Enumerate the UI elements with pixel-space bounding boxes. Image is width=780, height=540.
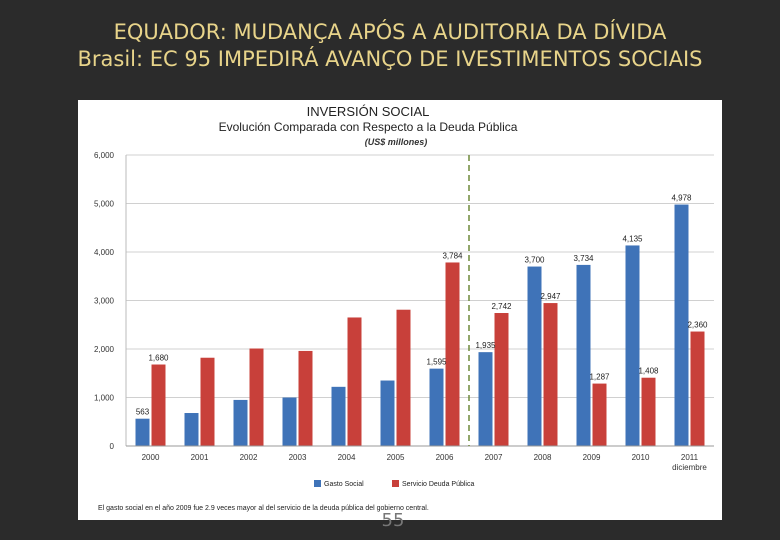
data-label: 1,680 [148, 354, 169, 363]
bar-gasto-social [429, 368, 444, 446]
bar-servicio-deuda [200, 357, 215, 446]
data-label: 2,742 [491, 302, 512, 311]
data-label: 2,947 [540, 292, 561, 301]
y-tick-label: 0 [110, 442, 115, 451]
x-tick-label: 2007 [485, 453, 503, 462]
y-tick-label: 2,000 [94, 345, 115, 354]
bar-servicio-deuda [543, 303, 558, 446]
data-label: 3,700 [524, 256, 545, 265]
bar-servicio-deuda [641, 377, 656, 446]
bar-gasto-social [527, 266, 542, 446]
x-tick-label: 2008 [534, 453, 552, 462]
x-tick-label: 2003 [289, 453, 307, 462]
x-tick-label: 2010 [632, 453, 650, 462]
y-tick-label: 6,000 [94, 151, 115, 160]
data-label: 3,784 [442, 251, 463, 260]
x-tick-label: 2002 [240, 453, 258, 462]
x-tick-label: 2001 [191, 453, 209, 462]
x-tick-label: 2005 [387, 453, 405, 462]
x-tick-label: 2000 [142, 453, 160, 462]
bar-gasto-social [380, 380, 395, 446]
bar-servicio-deuda [396, 309, 411, 446]
bar-gasto-social [282, 397, 297, 446]
data-label: 563 [136, 408, 150, 417]
data-label: 4,135 [622, 234, 643, 243]
x-tick-sublabel: diciembre [672, 463, 707, 472]
bar-gasto-social [331, 386, 346, 446]
x-tick-label: 2006 [436, 453, 454, 462]
bar-servicio-deuda [249, 348, 264, 446]
y-tick-label: 3,000 [94, 297, 115, 306]
bar-servicio-deuda [445, 262, 460, 446]
chart-title: INVERSIÓN SOCIAL [307, 104, 430, 119]
bar-gasto-social [625, 245, 640, 446]
data-label: 3,734 [573, 254, 594, 263]
legend-swatch [392, 480, 399, 487]
data-label: 1,408 [638, 367, 659, 376]
chart-footnote: El gasto social en el año 2009 fue 2.9 v… [98, 505, 429, 512]
chart-units: (US$ millones) [365, 137, 428, 147]
bar-gasto-social [233, 399, 248, 446]
bar-servicio-deuda [690, 331, 705, 446]
data-label: 4,978 [671, 194, 692, 203]
legend-label: Gasto Social [324, 481, 364, 488]
chart-panel: INVERSIÓN SOCIAL Evolución Comparada con… [78, 100, 722, 520]
bar-servicio-deuda [494, 313, 509, 446]
data-label: 1,287 [589, 373, 610, 382]
y-tick-label: 1,000 [94, 394, 115, 403]
x-tick-label: 2011 [681, 453, 699, 462]
bar-gasto-social [576, 264, 591, 446]
bar-gasto-social [184, 413, 199, 446]
bar-servicio-deuda [592, 383, 607, 446]
bar-servicio-deuda [298, 350, 313, 446]
slide-title-line1: EQUADOR: MUDANÇA APÓS A AUDITORIA DA DÍV… [113, 20, 667, 44]
data-label: 2,360 [687, 321, 708, 330]
bar-gasto-social [135, 418, 150, 446]
page-number: 55 [381, 510, 405, 531]
bar-gasto-social [674, 204, 689, 446]
y-tick-label: 5,000 [94, 200, 115, 209]
chart-svg: INVERSIÓN SOCIAL Evolución Comparada con… [94, 104, 714, 512]
slide-title-line2: Brasil: EC 95 IMPEDIRÁ AVANÇO DE IVESTIM… [77, 47, 703, 71]
chart-subtitle: Evolución Comparada con Respecto a la De… [219, 120, 518, 134]
y-tick-label: 4,000 [94, 248, 115, 257]
x-tick-label: 2004 [338, 453, 356, 462]
x-tick-label: 2009 [583, 453, 601, 462]
legend-label: Servicio Deuda Pública [402, 481, 474, 488]
data-label: 1,595 [426, 358, 447, 367]
bar-servicio-deuda [151, 364, 166, 446]
bar-servicio-deuda [347, 317, 362, 446]
bar-gasto-social [478, 352, 493, 446]
legend-swatch [314, 480, 321, 487]
data-label: 1,935 [475, 341, 496, 350]
